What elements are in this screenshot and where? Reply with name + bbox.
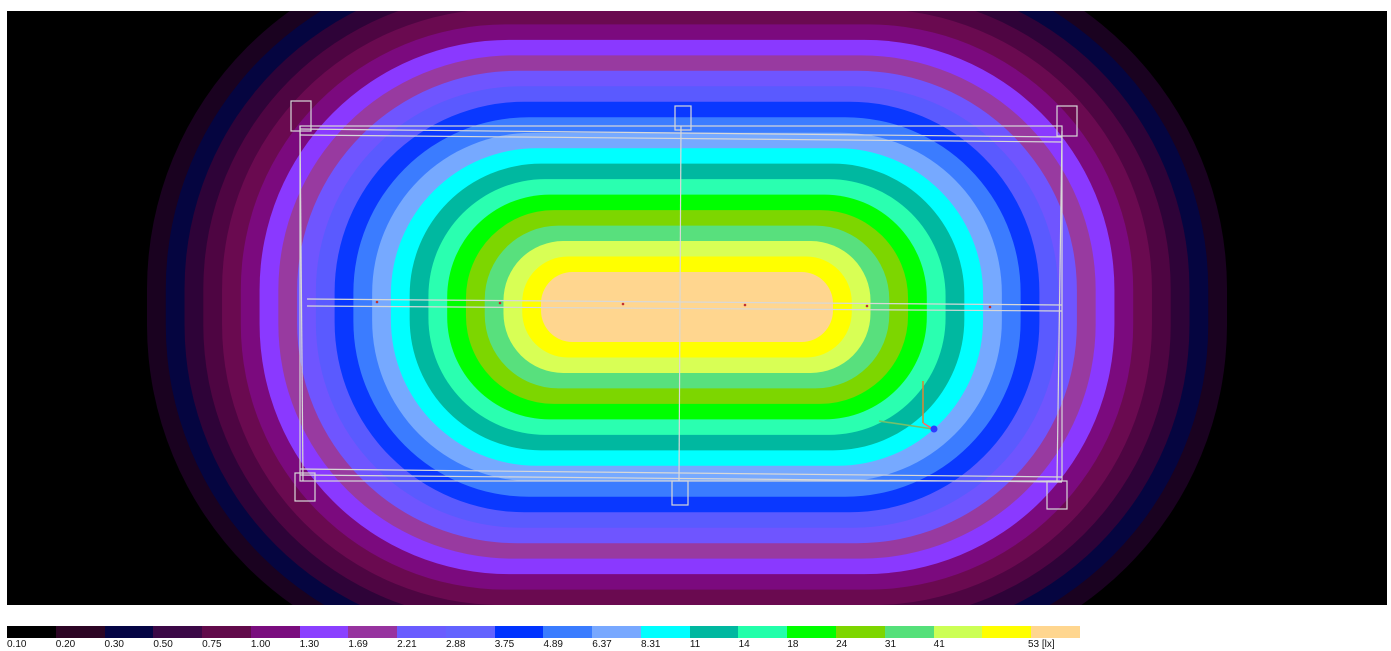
legend-swatch [299,626,349,638]
legend-swatch [689,626,739,638]
legend-swatch [153,626,203,638]
legend-tick-label: 31 [884,639,897,650]
post-center [678,125,682,482]
legend-tick-label: 0.10 [7,639,27,650]
legend-tick-label: 3.75 [494,639,515,650]
legend-swatch [104,626,154,638]
luminaire-point [988,305,992,309]
legend-swatch [982,626,1032,638]
luminaire-point [743,303,747,307]
legend-tick-label: 6.37 [592,639,612,650]
contour-canvas [147,11,1227,605]
post-right [1056,130,1063,482]
legend-tick-labels: 53 [lx] 0.10 0.20 0.30 0.50 0.75 1.00 1.30 1.69… [7,639,1080,651]
legend-tick-label: 1.00 [250,639,271,650]
legend-swatch [836,626,885,638]
legend-swatch [250,626,300,638]
legend-swatch [640,626,690,638]
column-center-top [674,105,692,131]
legend-tick-label: 41 [933,639,945,650]
legend-swatch [543,626,593,638]
room-outline [290,100,1078,510]
axes-gizmo[interactable] [878,381,938,433]
legend-tick-label: 2.88 [445,639,466,650]
luminaire-point [865,304,869,308]
legend-swatch [933,626,983,638]
legend-swatch [348,626,398,638]
column-center-bottom [671,480,689,506]
luminaire-points [375,300,992,309]
legend-tick-label: 0.20 [55,639,76,650]
luminaire-point [498,301,502,305]
beam-bottom-2 [299,474,1063,483]
axes-origin-icon [930,425,938,433]
legend-swatch [738,626,788,638]
legend-tick-label: 8.31 [641,639,661,650]
legend-tick-label: 0.50 [153,639,173,650]
legend-tick-label: 4.89 [543,639,563,650]
legend-tick-label: 1.30 [299,639,320,650]
post-left [299,125,304,482]
legend-tick-label: 18 [787,639,799,650]
beam-bottom [299,468,1063,478]
beam-middle-2 [306,305,1063,312]
legend-tick-label: 0.30 [104,639,124,650]
legend-swatch [202,626,251,638]
legend-swatch [445,626,495,638]
column-bottom-left [294,472,316,502]
legend-unit-label: 53 [lx] [1028,639,1055,650]
legend-tick-label: 24 [836,639,848,650]
legend-tick-label: 2.21 [397,639,417,650]
legend-swatch [1031,626,1080,638]
legend-tick-label: 11 [689,639,701,650]
legend-swatch [7,626,56,638]
luminaire-point [621,302,625,306]
legend-swatch [592,626,641,638]
legend-color-bar [7,626,1080,638]
legend-tick-label: 1.69 [348,639,368,650]
legend-swatch [787,626,837,638]
legend-tick-label: 14 [738,639,750,650]
legend-swatch [494,626,544,638]
legend-swatch [397,626,446,638]
legend-tick-label: 0.75 [202,639,222,650]
beam-middle [306,298,1063,306]
column-top-right [1056,105,1078,137]
x-axis-icon [878,420,934,430]
legend-swatch [884,626,934,638]
color-scale-legend: 53 [lx] 0.10 0.20 0.30 0.50 0.75 1.00 1.30 1.69… [7,626,1080,651]
column-top-left [290,100,312,132]
contour-band [541,272,833,342]
luminaire-point [375,300,379,304]
legend-swatch [55,626,105,638]
illuminance-contour-view[interactable] [7,11,1387,605]
